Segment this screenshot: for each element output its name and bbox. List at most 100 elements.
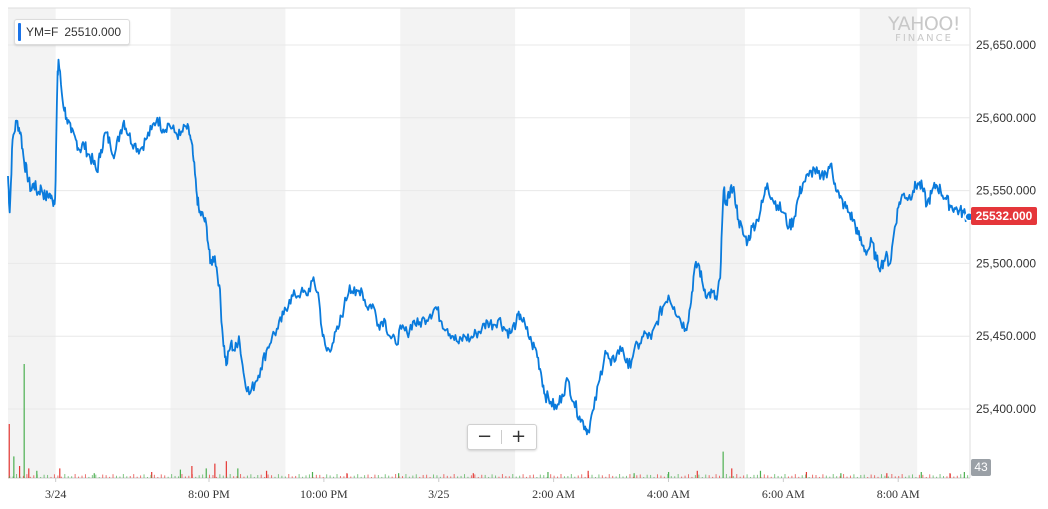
session-band	[8, 8, 56, 478]
volume-bar	[963, 476, 965, 478]
volume-bar	[615, 476, 617, 478]
volume-bar	[688, 474, 690, 478]
volume-bar	[336, 474, 338, 478]
volume-bar	[929, 474, 931, 478]
volume-bar	[343, 476, 345, 478]
volume-bar	[825, 475, 827, 478]
volume-bar	[547, 472, 549, 478]
session-band	[859, 8, 918, 478]
volume-bar	[925, 476, 927, 478]
volume-bar	[188, 475, 190, 478]
volume-bar	[663, 476, 665, 478]
volume-bar	[102, 474, 104, 478]
volume-bar	[646, 474, 648, 478]
volume-bar	[205, 468, 207, 478]
volume-bar	[84, 474, 86, 478]
zoom-out-button[interactable]: −	[476, 426, 493, 447]
volume-bar	[308, 474, 310, 478]
y-tick-label: 25,500.000	[976, 256, 1036, 270]
volume-bar	[302, 476, 304, 478]
volume-bar	[532, 474, 534, 478]
volume-bar	[894, 476, 896, 478]
volume-bar	[829, 476, 831, 478]
volume-bar	[722, 451, 724, 478]
volume-bar	[915, 476, 917, 478]
volume-bar	[129, 476, 131, 478]
volume-bar	[353, 475, 355, 478]
volume-bar	[787, 476, 789, 478]
volume-bar	[36, 474, 38, 478]
volume-bar	[805, 474, 807, 478]
zoom-in-button[interactable]: +	[510, 426, 527, 447]
volume-bar	[508, 476, 510, 478]
volume-bar	[905, 476, 907, 478]
volume-bar	[598, 474, 600, 478]
volume-bar	[105, 475, 107, 478]
volume-bar	[684, 475, 686, 478]
volume-bar	[43, 474, 45, 478]
price-line	[7, 58, 968, 436]
volume-bar	[760, 476, 762, 478]
volume-bar	[722, 476, 724, 478]
volume-bar	[143, 474, 145, 478]
volume-bar	[60, 476, 62, 478]
volume-bar	[705, 474, 707, 478]
volume-bar	[694, 475, 696, 478]
volume-bar	[860, 475, 862, 478]
volume-bar	[78, 476, 80, 478]
volume-bar	[81, 475, 83, 478]
volume-bar	[439, 476, 441, 478]
volume-bar	[288, 474, 290, 478]
volume-bar	[484, 474, 486, 478]
zoom-control: − +	[467, 424, 537, 450]
y-tick-label: 25,550.000	[976, 184, 1036, 198]
volume-bar	[677, 474, 679, 478]
volume-bar	[346, 474, 348, 478]
volume-bar	[670, 476, 672, 478]
volume-bar	[553, 475, 555, 478]
volume-bar	[584, 476, 586, 478]
volume-bar	[943, 476, 945, 478]
volume-bar	[398, 473, 400, 478]
volume-bar	[639, 474, 641, 478]
volume-bar	[212, 475, 214, 478]
volume-bar	[433, 474, 435, 478]
volume-bar	[151, 472, 153, 478]
volume-bar	[237, 468, 239, 478]
volume-bar	[588, 474, 590, 478]
volume-bar	[112, 474, 114, 478]
volume-bar	[225, 461, 227, 478]
volume-bar	[474, 474, 476, 478]
volume-bar	[501, 474, 503, 478]
volume-bar	[415, 474, 417, 478]
volume-bar	[918, 474, 920, 478]
volume-bar	[26, 474, 28, 478]
volume-bar	[140, 475, 142, 478]
volume-bar	[167, 476, 169, 478]
volume-bar	[191, 474, 193, 478]
volume-bar	[250, 474, 252, 478]
volume-bar	[364, 475, 366, 478]
volume-bar	[759, 470, 762, 478]
volume-bar	[281, 475, 283, 478]
quote-value: 25510.000	[64, 25, 122, 39]
last-price-badge: 25532.000	[971, 207, 1037, 225]
volume-bar	[519, 475, 521, 478]
volume-bar	[818, 476, 820, 478]
volume-bar	[891, 474, 893, 478]
volume-bar	[849, 475, 851, 478]
volume-bar	[908, 475, 910, 478]
volume-bar	[436, 475, 438, 478]
volume-bar	[767, 475, 769, 478]
quote-symbol: YM=F	[26, 25, 59, 39]
volume-bar	[956, 475, 958, 478]
volume-bar	[178, 476, 180, 478]
volume-bar	[512, 474, 514, 478]
volume-bar	[581, 474, 583, 478]
volume-bar	[822, 474, 824, 478]
volume-bar	[750, 476, 752, 478]
volume-bar	[95, 474, 97, 478]
x-tick-label: 6:00 AM	[762, 487, 805, 501]
